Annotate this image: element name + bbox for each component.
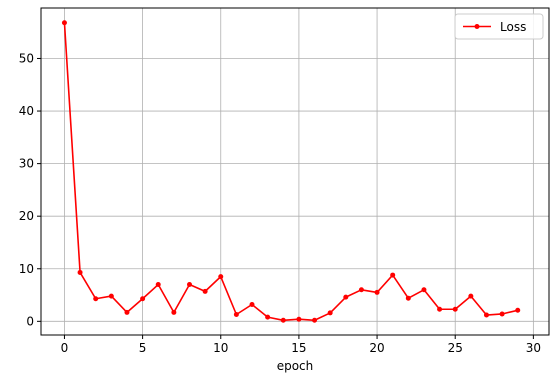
data-point bbox=[483, 312, 489, 318]
data-point bbox=[171, 309, 177, 315]
data-point bbox=[374, 289, 380, 295]
data-point bbox=[233, 311, 239, 317]
data-point bbox=[61, 20, 67, 26]
data-point bbox=[421, 287, 427, 293]
data-point bbox=[140, 296, 146, 302]
x-axis-label: epoch bbox=[277, 359, 314, 373]
x-tick-label: 30 bbox=[526, 341, 541, 355]
data-point bbox=[186, 282, 192, 288]
data-point bbox=[202, 288, 208, 294]
data-point bbox=[343, 294, 349, 300]
x-tick-label: 15 bbox=[291, 341, 306, 355]
legend-marker-loss bbox=[474, 24, 480, 29]
data-point bbox=[280, 317, 286, 323]
data-point bbox=[468, 293, 474, 299]
data-point bbox=[437, 306, 443, 312]
data-point bbox=[93, 296, 99, 302]
legend-label-loss: Loss bbox=[500, 20, 526, 34]
data-point bbox=[155, 282, 161, 288]
y-tick-label: 20 bbox=[19, 209, 34, 223]
y-tick-label: 30 bbox=[19, 157, 34, 171]
data-point bbox=[327, 310, 333, 316]
y-tick-label: 0 bbox=[26, 314, 34, 328]
data-point bbox=[405, 295, 411, 301]
x-tick-label: 0 bbox=[61, 341, 69, 355]
axes-frame bbox=[40, 7, 550, 336]
x-tick-label: 5 bbox=[139, 341, 147, 355]
data-point bbox=[390, 272, 396, 278]
data-point bbox=[296, 316, 302, 322]
data-point bbox=[265, 314, 271, 320]
x-tick-label: 20 bbox=[369, 341, 384, 355]
data-point bbox=[218, 274, 224, 280]
x-tick-label: 25 bbox=[448, 341, 463, 355]
data-point bbox=[358, 287, 364, 293]
data-point bbox=[249, 302, 255, 308]
data-point bbox=[108, 293, 114, 299]
y-tick-label: 10 bbox=[19, 262, 34, 276]
data-point bbox=[124, 309, 130, 315]
data-point bbox=[312, 317, 318, 323]
x-tick-label: 10 bbox=[213, 341, 228, 355]
y-tick-label: 40 bbox=[19, 104, 34, 118]
y-tick-label: 50 bbox=[19, 51, 34, 65]
data-point bbox=[515, 307, 521, 313]
series-line-loss bbox=[63, 22, 518, 322]
data-point bbox=[499, 311, 505, 317]
data-point bbox=[77, 269, 83, 275]
legend-box bbox=[454, 13, 544, 40]
plot-area bbox=[41, 8, 549, 335]
data-point bbox=[452, 306, 458, 312]
